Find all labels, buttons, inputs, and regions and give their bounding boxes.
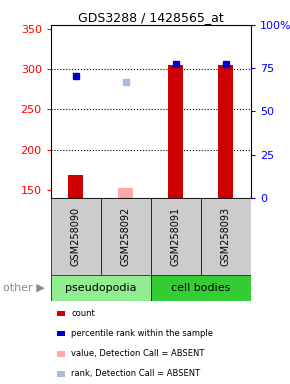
Text: GSM258093: GSM258093 — [221, 207, 231, 266]
Bar — [118, 188, 133, 198]
Bar — [51, 275, 151, 301]
Bar — [57, 331, 65, 336]
Bar — [151, 275, 251, 301]
Title: GDS3288 / 1428565_at: GDS3288 / 1428565_at — [78, 11, 224, 24]
Text: rank, Detection Call = ABSENT: rank, Detection Call = ABSENT — [71, 369, 200, 378]
Text: GSM258092: GSM258092 — [121, 207, 131, 266]
Text: count: count — [71, 309, 95, 318]
Text: GSM258090: GSM258090 — [71, 207, 81, 266]
Bar — [68, 175, 83, 198]
Bar — [57, 311, 65, 316]
Bar — [57, 351, 65, 357]
Text: GSM258091: GSM258091 — [171, 207, 181, 266]
Text: pseudopodia: pseudopodia — [65, 283, 137, 293]
Text: other ▶: other ▶ — [3, 283, 45, 293]
Bar — [101, 198, 151, 275]
Text: value, Detection Call = ABSENT: value, Detection Call = ABSENT — [71, 349, 204, 358]
Bar — [51, 198, 101, 275]
Bar — [201, 198, 251, 275]
Text: cell bodies: cell bodies — [171, 283, 231, 293]
Text: percentile rank within the sample: percentile rank within the sample — [71, 329, 213, 338]
Bar — [218, 65, 233, 198]
Bar — [151, 198, 201, 275]
Bar — [57, 371, 65, 377]
Bar — [168, 65, 183, 198]
